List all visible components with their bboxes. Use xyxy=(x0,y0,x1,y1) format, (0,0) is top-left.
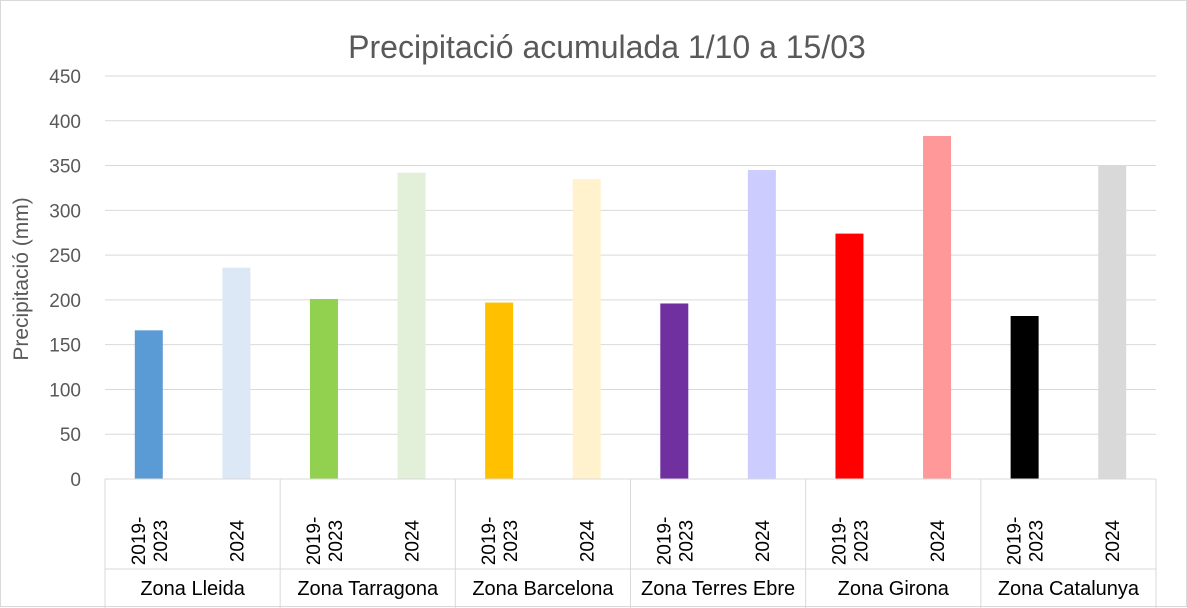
bar xyxy=(397,172,426,479)
x-tick-label-line: 2023 xyxy=(851,520,872,562)
y-tick-label: 200 xyxy=(49,291,81,312)
y-axis-label: Precipitació (mm) xyxy=(10,197,33,360)
x-tick-label-line: 2019- xyxy=(304,517,325,566)
x-tick-label-line: 2023 xyxy=(1027,520,1048,562)
x-tick-label-line: 2019- xyxy=(479,517,500,566)
x-tick-label-line: 2024 xyxy=(1103,519,1124,562)
x-tick-label: 2024 xyxy=(403,519,424,562)
bar xyxy=(835,233,864,479)
group-label: Zona Girona xyxy=(838,578,950,600)
x-tick-label-line: 2019- xyxy=(829,517,850,566)
category-label-group: 2024 xyxy=(403,519,424,562)
y-tick-label: 100 xyxy=(49,380,81,401)
x-tick-label-line: 2024 xyxy=(753,519,774,562)
x-tick-label: 2019-2023 xyxy=(479,517,522,566)
y-tick-label: 250 xyxy=(49,246,81,267)
bar xyxy=(309,298,338,479)
chart-title: Precipitació acumulada 1/10 a 15/03 xyxy=(348,29,866,65)
y-tick-label: 350 xyxy=(49,157,81,178)
category-label-group: 2024 xyxy=(1103,519,1124,562)
y-tick-label: 0 xyxy=(70,470,81,491)
group-label: Zona Catalunya xyxy=(998,578,1140,600)
y-tick-label: 450 xyxy=(49,67,81,88)
y-tick-label: 400 xyxy=(49,112,81,133)
x-tick-label-line: 2019- xyxy=(654,517,675,566)
bar xyxy=(572,178,601,479)
x-tick-label-line: 2024 xyxy=(403,519,424,562)
bar xyxy=(923,136,952,479)
x-tick-label-line: 2024 xyxy=(227,519,248,562)
group-label: Zona Terres Ebre xyxy=(641,578,795,600)
y-axis-ticks: 0 50 100 150 200 250 300 350 400 450 xyxy=(49,67,81,491)
group-label: Zona Lleida xyxy=(140,578,245,600)
x-tick-label: 2024 xyxy=(578,519,599,562)
category-label-group: 2019-2023 xyxy=(304,517,347,566)
group-label: Zona Tarragona xyxy=(297,578,439,600)
x-tick-label: 2019-2023 xyxy=(1005,517,1048,566)
category-label-group: 2019-2023 xyxy=(654,517,697,566)
x-tick-label-line: 2023 xyxy=(501,520,522,562)
x-tick-label-line: 2024 xyxy=(928,519,949,562)
category-label-group: 2019-2023 xyxy=(1005,517,1048,566)
category-label-group: 2024 xyxy=(227,519,248,562)
category-label-group: 2024 xyxy=(753,519,774,562)
category-label-group: 2019-2023 xyxy=(829,517,872,566)
x-tick-label-line: 2024 xyxy=(578,519,599,562)
bar xyxy=(1010,316,1039,479)
bar xyxy=(1098,165,1127,480)
x-tick-label: 2024 xyxy=(928,519,949,562)
y-tick-label: 150 xyxy=(49,336,81,357)
bars xyxy=(134,136,1127,480)
x-tick-label: 2019-2023 xyxy=(654,517,697,566)
category-label-group: 2019-2023 xyxy=(479,517,522,566)
x-tick-label-line: 2023 xyxy=(326,520,347,562)
x-tick-label-line: 2019- xyxy=(129,517,150,566)
x-tick-label-line: 2023 xyxy=(676,520,697,562)
bar xyxy=(134,330,163,479)
bar xyxy=(660,303,689,479)
category-label-group: 2024 xyxy=(928,519,949,562)
bar xyxy=(747,170,776,480)
x-tick-label-line: 2019- xyxy=(1005,517,1026,566)
y-tick-label: 50 xyxy=(60,425,81,446)
x-tick-label-line: 2023 xyxy=(151,520,172,562)
x-tick-label: 2019-2023 xyxy=(129,517,172,566)
x-tick-label: 2024 xyxy=(227,519,248,562)
category-label-group: 2019-2023 xyxy=(129,517,172,566)
bar xyxy=(485,302,514,479)
bar xyxy=(222,267,251,479)
x-tick-label: 2024 xyxy=(753,519,774,562)
y-tick-label: 300 xyxy=(49,201,81,222)
gridlines xyxy=(105,75,1156,435)
x-tick-label: 2024 xyxy=(1103,519,1124,562)
category-label-group: 2024 xyxy=(578,519,599,562)
x-tick-label: 2019-2023 xyxy=(829,517,872,566)
group-label: Zona Barcelona xyxy=(472,578,614,600)
x-tick-label: 2019-2023 xyxy=(304,517,347,566)
